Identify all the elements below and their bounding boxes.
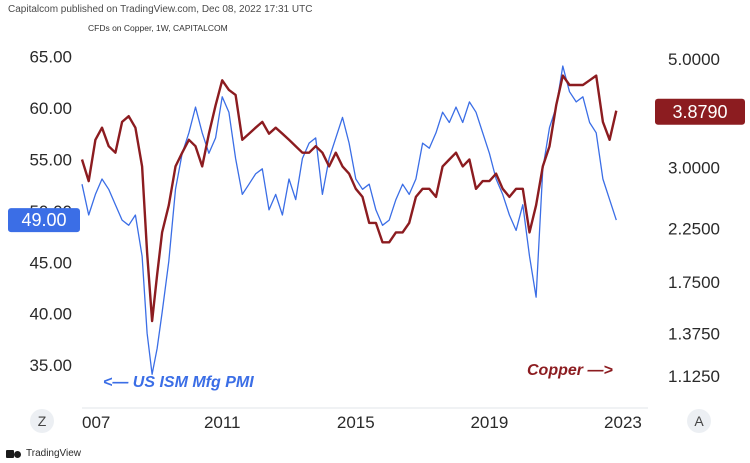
right-axis[interactable]: 1.1250 1.3750 1.7500 2.2500 3.0000 5.0000 xyxy=(668,50,720,386)
x-tick-label: 2011 xyxy=(204,413,241,432)
pmi-series-line xyxy=(81,65,617,375)
right-tick-label: 1.1250 xyxy=(668,367,720,386)
right-scale-button[interactable]: A xyxy=(687,409,711,433)
tradingview-logo-icon xyxy=(6,449,22,459)
right-value-badge: 3.8790 xyxy=(655,98,745,125)
plot-area[interactable] xyxy=(80,65,648,409)
right-value-badge-text: 3.8790 xyxy=(672,102,727,122)
left-tick-label: 60.00 xyxy=(29,99,72,118)
tradingview-brand-label: TradingView xyxy=(26,448,82,459)
left-value-badge: 49.00 xyxy=(8,208,80,233)
left-tick-label: 55.00 xyxy=(29,150,72,169)
copper-series-line xyxy=(80,74,618,323)
x-tick-label: 007 xyxy=(82,413,110,432)
x-tick-label: 2023 xyxy=(604,413,642,432)
left-scale-button-label: Z xyxy=(38,413,47,429)
right-scale-button-label: A xyxy=(694,413,704,429)
chart-subtitle: CFDs on Copper, 1W, CAPITALCOM xyxy=(88,23,228,33)
annotations: <— US ISM Mfg PMI Copper —> xyxy=(103,362,613,391)
x-axis[interactable]: 007 2011 2015 2019 2023 xyxy=(82,413,642,432)
left-scale-button[interactable]: Z xyxy=(30,409,54,433)
published-caption: Capitalcom published on TradingView.com,… xyxy=(8,4,313,15)
left-tick-label: 40.00 xyxy=(29,305,72,324)
right-tick-label: 3.0000 xyxy=(668,158,720,177)
left-tick-label: 35.00 xyxy=(29,356,72,375)
pmi-annotation: <— US ISM Mfg PMI xyxy=(103,374,254,391)
right-tick-label: 1.7500 xyxy=(668,273,720,292)
x-tick-label: 2015 xyxy=(337,413,375,432)
tradingview-brand[interactable]: TradingView xyxy=(6,448,81,459)
left-tick-label: 45.00 xyxy=(29,253,72,272)
copper-annotation: Copper —> xyxy=(527,362,613,379)
right-tick-label: 5.0000 xyxy=(668,50,720,69)
x-tick-label: 2019 xyxy=(470,413,508,432)
right-tick-label: 1.3750 xyxy=(668,324,720,343)
left-tick-label: 65.00 xyxy=(29,48,72,67)
right-tick-label: 2.2500 xyxy=(668,220,720,239)
left-value-badge-text: 49.00 xyxy=(21,210,66,230)
